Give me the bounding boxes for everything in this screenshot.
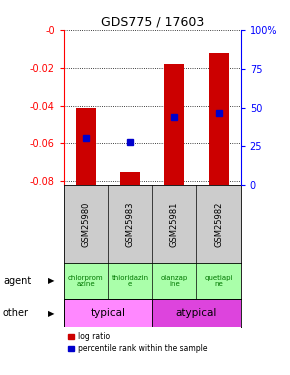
Bar	[64, 299, 152, 327]
Text: quetiapi
ne: quetiapi ne	[204, 274, 233, 287]
Text: GSM25982: GSM25982	[214, 201, 223, 247]
Bar	[76, 108, 96, 185]
Bar	[152, 299, 241, 327]
Text: GSM25983: GSM25983	[126, 201, 135, 247]
Legend: log ratio, percentile rank within the sample: log ratio, percentile rank within the sa…	[68, 331, 209, 354]
Text: ▶: ▶	[48, 309, 54, 318]
Text: GSM25981: GSM25981	[170, 201, 179, 247]
Text: olanzap
ine: olanzap ine	[161, 274, 188, 287]
Text: thioridazin
e: thioridazin e	[112, 274, 149, 287]
Bar	[209, 53, 229, 185]
Text: typical: typical	[90, 308, 126, 318]
Text: atypical: atypical	[176, 308, 217, 318]
Text: chlorprom
azine: chlorprom azine	[68, 274, 104, 287]
Text: ▶: ▶	[48, 276, 54, 285]
Text: GSM25980: GSM25980	[81, 201, 90, 247]
Text: other: other	[3, 308, 29, 318]
Title: GDS775 / 17603: GDS775 / 17603	[101, 16, 204, 29]
Text: agent: agent	[3, 276, 31, 286]
Bar	[164, 64, 184, 185]
Bar	[120, 172, 140, 185]
